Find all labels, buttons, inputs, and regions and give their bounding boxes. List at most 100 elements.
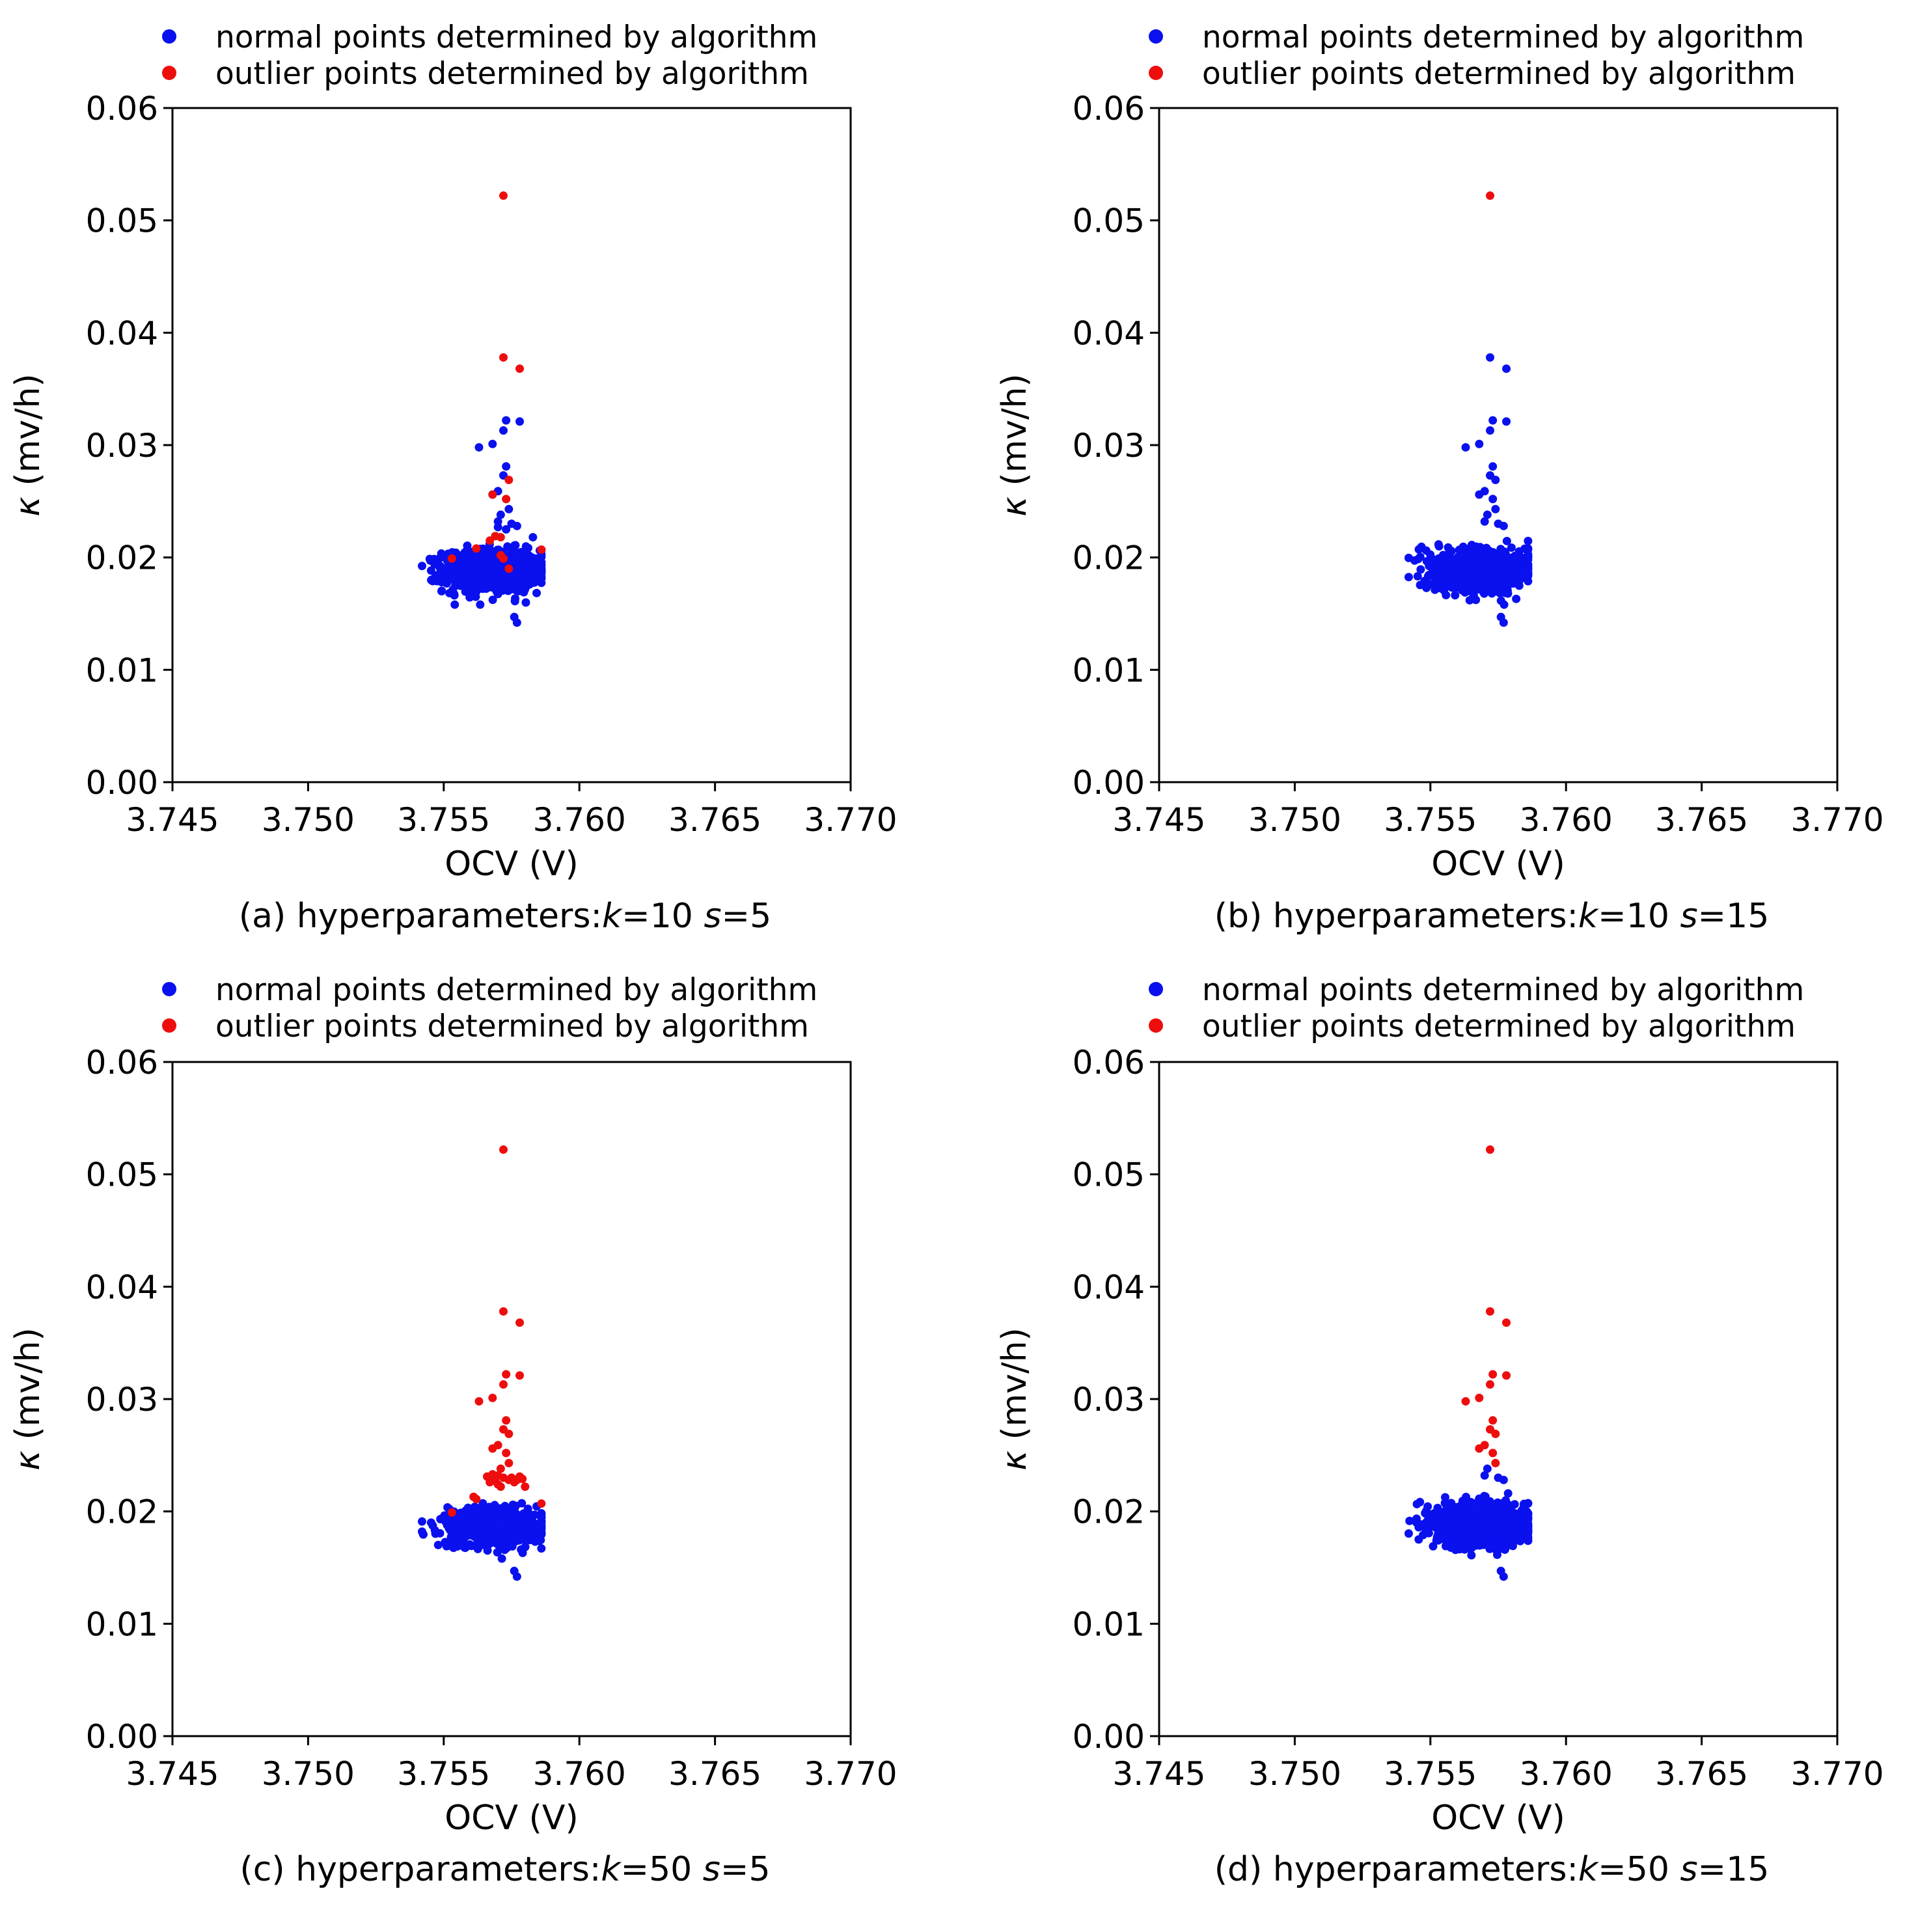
y-tick-label: 0.00	[86, 764, 158, 802]
outlier-point	[1485, 1380, 1494, 1389]
x-tick-label: 3.765	[668, 1755, 761, 1793]
legend: normal points determined by algorithmout…	[162, 20, 817, 92]
normal-point	[1404, 1529, 1413, 1538]
normal-point	[496, 510, 505, 519]
x-tick-label: 3.770	[1790, 1755, 1884, 1793]
y-tick-label: 0.01	[1073, 1605, 1145, 1643]
scatter-points	[1404, 191, 1533, 627]
normal-point	[1512, 594, 1521, 603]
normal-point	[452, 1536, 461, 1545]
outlier-point	[499, 554, 508, 563]
normal-point	[1443, 560, 1452, 569]
chart-panel-b: normal points determined by algorithmout…	[995, 20, 1884, 936]
normal-point	[532, 588, 541, 597]
x-tick-label: 3.755	[397, 801, 490, 839]
normal-point	[1468, 549, 1477, 558]
normal-point	[528, 1527, 538, 1536]
y-tick-label: 0.05	[86, 202, 158, 240]
normal-point	[510, 547, 519, 556]
normal-point	[458, 1528, 467, 1537]
x-tick-label: 3.760	[1520, 1755, 1613, 1793]
panel-caption: (c) hyperparameters:k=50 s=5	[240, 1850, 770, 1889]
caption-s-value: =15	[1698, 897, 1770, 936]
outlier-point	[499, 191, 508, 200]
x-tick-label: 3.770	[1790, 801, 1884, 839]
normal-point	[428, 577, 437, 586]
normal-point	[457, 1518, 466, 1527]
normal-point	[1454, 1509, 1463, 1518]
x-tick-label: 3.760	[1520, 801, 1613, 839]
normal-point	[428, 1521, 437, 1530]
normal-point	[512, 521, 521, 530]
normal-point	[417, 1517, 426, 1526]
x-tick-label: 3.755	[1384, 1755, 1477, 1793]
normal-point	[445, 1538, 454, 1547]
x-tick-label: 3.765	[1655, 801, 1748, 839]
y-tick-label: 0.02	[86, 539, 158, 577]
caption-k-value: =10	[622, 897, 704, 936]
normal-point	[536, 1536, 545, 1545]
normal-point	[499, 426, 508, 435]
legend: normal points determined by algorithmout…	[1149, 972, 1804, 1044]
outlier-point	[521, 1482, 530, 1491]
caption-k-value: =50	[621, 1850, 703, 1889]
normal-point	[1405, 1516, 1414, 1525]
outlier-point	[537, 1499, 546, 1508]
normal-point	[1518, 567, 1528, 576]
outlier-point	[472, 1495, 481, 1504]
outlier-point	[499, 1307, 508, 1316]
y-tick-label: 0.06	[1073, 1044, 1145, 1082]
normal-point	[488, 549, 497, 558]
normal-point	[516, 571, 525, 580]
normal-point	[433, 1540, 443, 1549]
normal-point	[1494, 1519, 1503, 1528]
normal-point	[1472, 1526, 1481, 1535]
y-axis-unit: (mv/h)	[8, 1327, 48, 1450]
scatter-points	[417, 191, 546, 627]
outlier-point	[1485, 1145, 1494, 1154]
outlier-point	[447, 554, 456, 563]
normal-point	[537, 564, 546, 573]
legend-label-normal: normal points determined by algorithm	[1202, 20, 1804, 55]
normal-point	[417, 1527, 426, 1536]
normal-point	[1502, 364, 1511, 374]
x-tick-label: 3.750	[1248, 1755, 1341, 1793]
caption-s-symbol: s	[1680, 897, 1697, 936]
outlier-point	[1488, 1449, 1498, 1458]
outlier-point	[486, 1478, 495, 1487]
normal-point	[1514, 581, 1524, 590]
normal-point	[1434, 1508, 1443, 1517]
normal-point	[426, 556, 435, 565]
normal-point	[1505, 1509, 1514, 1518]
normal-point	[1418, 1531, 1427, 1540]
caption-k-value: =10	[1598, 897, 1680, 936]
normal-point	[471, 1519, 480, 1529]
normal-point	[515, 1536, 524, 1545]
normal-point	[1412, 1514, 1421, 1523]
x-axis-label: OCV (V)	[1431, 845, 1565, 884]
chart-panel-c: normal points determined by algorithmout…	[8, 972, 897, 1889]
normal-point	[1481, 552, 1490, 562]
outlier-point	[502, 495, 511, 504]
normal-point	[1459, 542, 1468, 551]
normal-point	[502, 416, 511, 425]
y-tick-label: 0.01	[86, 1605, 158, 1643]
normal-point	[1507, 543, 1516, 552]
outlier-point	[499, 1145, 508, 1154]
x-tick-label: 3.760	[533, 1755, 626, 1793]
normal-point	[472, 584, 481, 593]
legend-label-normal: normal points determined by algorithm	[215, 20, 817, 55]
normal-point	[1469, 590, 1478, 599]
x-tick-label: 3.745	[1112, 801, 1205, 839]
legend-label-outlier: outlier points determined by algorithm	[1202, 56, 1796, 92]
panel-caption: (a) hyperparameters:k=10 s=5	[239, 897, 771, 936]
normal-point	[1437, 566, 1446, 575]
normal-point	[1524, 545, 1533, 554]
normal-point	[1445, 1522, 1454, 1531]
normal-point	[1508, 1542, 1517, 1551]
scatter-points	[417, 1145, 546, 1581]
normal-point	[508, 572, 517, 581]
outlier-point	[1502, 1318, 1511, 1327]
normal-point	[511, 594, 520, 603]
outlier-point	[502, 1449, 511, 1458]
